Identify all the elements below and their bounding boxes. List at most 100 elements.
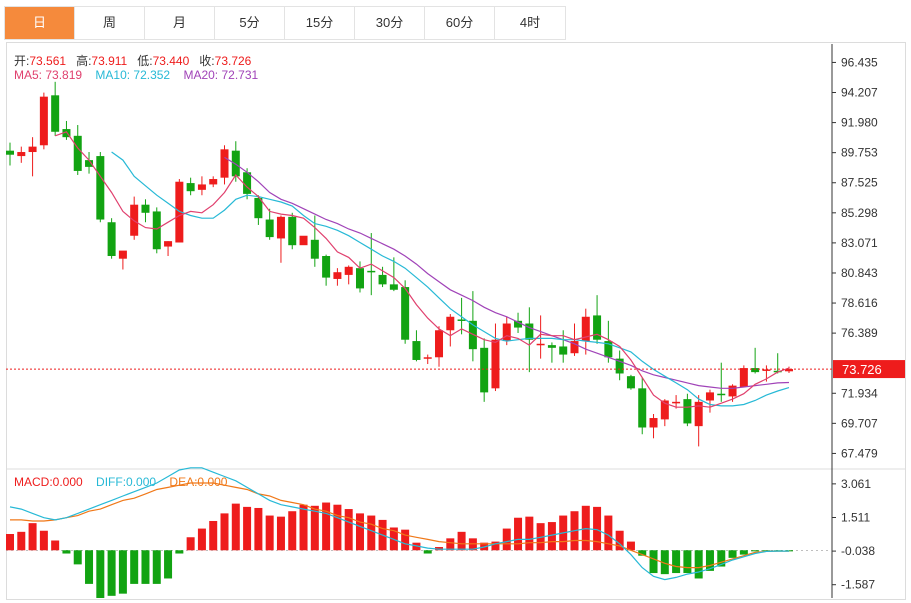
macd-histogram-bar [17,531,26,551]
candle-body [468,320,477,350]
candle [717,362,726,402]
candle [604,320,613,363]
macd-histogram-bar [197,528,206,551]
macd-histogram-bar [717,550,726,567]
candle [355,261,364,293]
macd-histogram-bar [672,550,681,574]
macd-histogram-bar [107,550,116,596]
macd-histogram-bar [85,550,94,584]
macd-histogram-bar [231,503,240,551]
macd-histogram-bar [615,530,624,551]
macd-histogram-bar [751,550,760,552]
candle [389,257,398,292]
candle-body [107,222,116,256]
macd-histogram-bar [243,506,252,551]
candle-body [197,184,206,190]
candle-body [559,346,568,355]
macd-histogram-bar [141,550,150,584]
macd-histogram-bar [164,550,173,579]
candle [254,195,263,225]
candle [118,250,127,270]
candle [581,308,590,355]
candle [220,145,229,185]
candle-body [502,323,511,342]
candle [107,218,116,259]
macd-histogram-bar [6,534,14,551]
ma10-readout: MA10: 72.352 [95,68,171,82]
candle-body [220,149,229,178]
macd-histogram-bar [401,529,410,551]
candle [480,338,489,402]
candle-body [333,272,342,279]
candle-body [243,172,252,194]
candle-body [96,156,105,220]
diff-value: DIFF:0.000 [96,475,157,489]
price-tick-label: 71.934 [841,386,878,400]
candle-body [378,274,387,285]
candle-body [175,181,184,243]
macd-histogram-bar [514,517,523,551]
candle-body [547,345,556,348]
candle [694,395,703,447]
ma5-line [54,131,790,408]
tab-30min[interactable]: 30分 [355,7,425,39]
candle [96,152,105,223]
candle [435,326,444,367]
tab-5min[interactable]: 5分 [215,7,285,39]
price-tick-label: 67.479 [841,446,878,460]
candle [446,314,455,347]
candle-body [118,250,127,259]
candle-body [164,241,173,247]
candle-body [310,239,319,259]
candle [536,315,545,359]
candle [186,177,195,196]
price-tick-label: 69.707 [841,416,878,430]
candle-body [694,401,703,427]
current-price-tag [833,360,905,379]
tab-4hour[interactable]: 4时 [495,7,565,39]
tab-day[interactable]: 日 [5,7,75,39]
ma10-line [111,151,790,407]
candle-body [254,197,263,219]
tab-week[interactable]: 周 [75,7,145,39]
macd-histogram-bar [638,550,647,556]
candle-body [355,268,364,289]
candle-body [683,399,692,424]
chart-frame[interactable] [6,42,906,600]
candle [547,342,556,363]
candle-body [446,316,455,331]
tab-15min[interactable]: 15分 [285,7,355,39]
price-tick-label: 76.389 [841,326,878,340]
candle-body [299,235,308,246]
candle-body [276,216,285,239]
candle-body [51,95,60,132]
low-value: 73.440 [152,54,190,68]
candle-body [626,376,635,389]
current-price-value: 73.726 [842,362,882,377]
macd-histogram-bar [649,550,658,574]
candle-body [141,204,150,213]
candle-body [536,343,545,346]
low-label: 低: [137,54,153,68]
candle-body [785,369,793,372]
tab-60min[interactable]: 60分 [425,7,495,39]
macd-value: MACD:0.000 [14,475,83,489]
candle-body [85,160,94,167]
price-tick-label: 94.207 [841,86,878,100]
macd-histogram-bar [118,550,127,594]
candle [39,92,48,150]
candle [525,307,534,373]
candle-body [6,150,14,155]
candle-body [480,347,489,393]
tab-month[interactable]: 月 [145,7,215,39]
candle-body [435,330,444,358]
macd-histogram-bar [186,537,195,551]
candle [73,125,82,175]
candle-body [423,357,432,359]
candle [502,316,511,346]
macd-histogram-bar [175,550,184,554]
macd-histogram-bar [73,550,82,565]
macd-histogram-bar [491,541,500,551]
candle [265,208,274,240]
